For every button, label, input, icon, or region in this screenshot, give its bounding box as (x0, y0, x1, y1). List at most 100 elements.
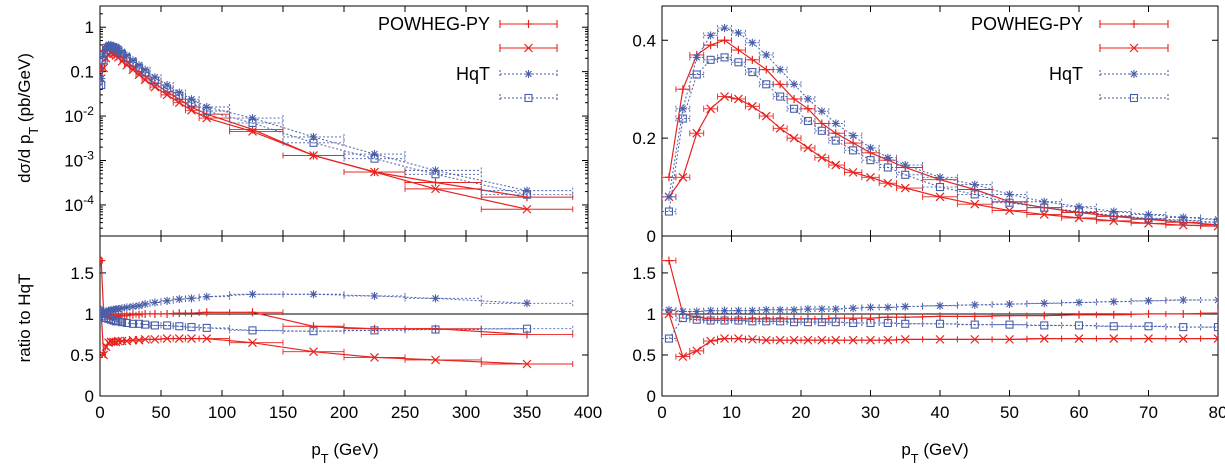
series-powheg-x (662, 92, 1218, 231)
data-point (522, 359, 532, 369)
data-point (970, 190, 979, 199)
data-point (1213, 334, 1218, 343)
data-point (248, 118, 257, 128)
error-bar (675, 105, 691, 112)
data-point (175, 322, 184, 331)
data-point (523, 330, 531, 339)
data-point (1040, 197, 1049, 206)
y-tick-label: 0 (85, 387, 94, 406)
error-bar (800, 95, 816, 102)
data-point (1074, 334, 1084, 343)
data-point (970, 199, 980, 209)
y-tick-label: 1 (647, 305, 656, 324)
data-point (162, 334, 172, 343)
data-point (803, 318, 813, 327)
data-point (789, 133, 799, 143)
data-point (803, 116, 813, 126)
error-bar (861, 157, 880, 164)
data-point (309, 132, 318, 141)
data-point (309, 138, 318, 147)
data-point (140, 75, 150, 85)
data-point (370, 291, 379, 300)
data-point (141, 320, 150, 329)
data-point (866, 172, 875, 182)
data-point (150, 334, 160, 344)
error-bar (814, 108, 830, 115)
y-tick-label: 0.5 (70, 346, 94, 365)
data-point (970, 300, 979, 309)
error-bar (282, 139, 345, 146)
data-point (883, 303, 892, 312)
data-point (370, 150, 379, 159)
data-point (1213, 221, 1218, 231)
error-bar (758, 81, 774, 88)
data-point (117, 49, 127, 59)
data-point (114, 44, 123, 53)
error-bar (1200, 324, 1218, 331)
data-point (970, 320, 979, 329)
data-point (706, 55, 715, 64)
data-point (100, 56, 108, 65)
error-bar (404, 171, 482, 178)
data-point (1005, 300, 1014, 309)
legend-sample-marker (1130, 70, 1138, 78)
data-point (522, 324, 532, 333)
data-point (431, 325, 440, 334)
data-point (720, 24, 729, 33)
data-point (1179, 323, 1188, 332)
data-point (803, 143, 813, 153)
data-point (761, 111, 771, 121)
y-tick-label: 0 (647, 387, 656, 406)
data-point (790, 94, 799, 103)
data-point (762, 80, 771, 89)
data-point (883, 178, 893, 188)
panel-right-top: 0 0.2 0.4 (632, 5, 1219, 246)
series-powheg-x (662, 309, 1218, 362)
error-bar (229, 128, 284, 135)
error-bar (731, 29, 746, 36)
data-point (748, 38, 757, 47)
error-bar (731, 59, 746, 66)
data-point (248, 114, 257, 123)
error-bar (172, 323, 186, 330)
data-point (113, 336, 123, 346)
error-bar (828, 337, 845, 344)
data-point (100, 63, 109, 73)
data-point (883, 335, 893, 345)
data-point (1109, 310, 1118, 319)
data-point (150, 309, 159, 318)
panel-left-bottom: 0 0.5 1 1.5 0 50 100 150 200 250 300 350 400 (70, 235, 602, 422)
y-tick-label: 1 (85, 305, 94, 324)
data-point (135, 301, 144, 310)
data-point (109, 305, 118, 314)
data-point (1109, 211, 1118, 220)
error-bar (172, 92, 186, 99)
x-tick-label: 0 (95, 403, 104, 422)
data-point (187, 294, 196, 303)
data-point (1178, 220, 1188, 230)
data-point (817, 107, 826, 116)
data-point (202, 292, 211, 301)
data-point (935, 192, 945, 202)
data-point (163, 296, 172, 305)
data-point (1213, 323, 1218, 332)
data-point (1109, 334, 1119, 343)
data-point (831, 129, 840, 138)
data-point (678, 307, 687, 316)
data-point (831, 305, 840, 314)
legend-sample-marker (524, 93, 533, 103)
error-bar (101, 57, 106, 64)
error-bar (896, 314, 924, 321)
data-point (720, 53, 729, 62)
data-point (122, 303, 131, 312)
data-point (248, 290, 257, 299)
data-point (776, 92, 785, 101)
data-point (901, 319, 910, 328)
data-point (1005, 198, 1014, 207)
error-bar (184, 99, 200, 106)
legend-right: POWHEG-PY HqT (971, 14, 1169, 103)
left-x-axis-label: pT (GeV) (311, 440, 378, 463)
data-point (150, 298, 159, 307)
series-powheg-x (100, 309, 574, 369)
data-point (248, 326, 257, 335)
